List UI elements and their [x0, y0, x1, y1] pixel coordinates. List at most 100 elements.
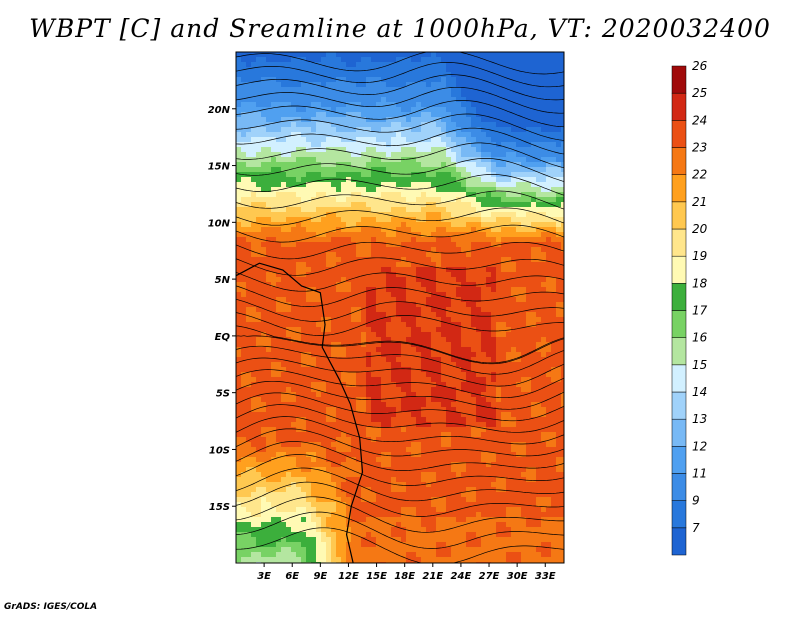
y-tick-label: 10N [208, 218, 231, 229]
streamline [236, 298, 564, 322]
y-tick-label: EQ [215, 332, 231, 343]
y-tick-label: 20N [208, 105, 231, 116]
colorbar-label: 26 [692, 59, 708, 73]
streamline [236, 241, 564, 260]
grads-credit: GrADS: IGES/COLA [4, 602, 98, 612]
streamline [236, 113, 564, 141]
streamline [236, 312, 564, 336]
streamline [236, 454, 564, 486]
streamline [236, 467, 564, 502]
x-tick-label: 18E [394, 571, 415, 582]
streamline [236, 127, 564, 155]
x-tick-label: 3E [257, 571, 271, 582]
colorbar-label: 11 [692, 467, 707, 481]
streamline [236, 190, 564, 210]
streamline [236, 74, 564, 101]
colorbar-label: 23 [692, 141, 707, 155]
x-tick-label: 33E [535, 571, 556, 582]
x-tick-label: 21E [422, 571, 443, 582]
colorbar-segment [671, 473, 687, 501]
colorbar-label: 9 [692, 494, 700, 508]
streamline [236, 357, 564, 387]
streamline [236, 99, 564, 128]
streamline [236, 428, 564, 457]
streamline [236, 62, 564, 88]
coastlines [236, 262, 364, 563]
colorbar-segment [671, 418, 687, 447]
colorbar-segment [671, 120, 687, 148]
colorbar-segment [671, 147, 687, 175]
y-tick-label: 10S [209, 445, 230, 456]
x-tick-label: 15E [366, 571, 387, 582]
streamline [236, 369, 564, 399]
colorbar-label: 7 [692, 521, 700, 535]
y-tick-label: 15N [208, 162, 231, 173]
y-axis: 20N 15N 10N 5N EQ 5S 10S 15S [208, 105, 236, 513]
colorbar-label: 19 [692, 249, 707, 263]
colorbar-segment [671, 228, 687, 257]
colorbar-segment [671, 283, 687, 311]
x-tick-label: 9E [313, 571, 327, 582]
colorbar-segment [671, 364, 687, 393]
colorbar-segment [671, 201, 687, 230]
streamline [236, 257, 564, 276]
streamline [236, 86, 564, 114]
colorbar-label: 17 [692, 304, 708, 318]
colorbar-label: 22 [692, 168, 707, 182]
streamline [236, 271, 564, 292]
streamline [236, 392, 564, 422]
x-tick-label: 6E [285, 571, 299, 582]
colorbar-segment [671, 446, 687, 474]
streamline [236, 416, 564, 445]
colorbar-label: 13 [692, 412, 707, 426]
chart-title: WBPT [C] and Sreamline at 1000hPa, VT: 2… [29, 14, 771, 43]
streamline [236, 404, 564, 433]
streamline [236, 174, 564, 196]
streamline [236, 527, 564, 563]
colorbar-label: 25 [692, 86, 707, 100]
colorbar-segment [671, 65, 687, 94]
streamline [236, 224, 564, 243]
colorbar-segment [671, 527, 687, 556]
map-frame [235, 51, 565, 564]
colorbar-label: 20 [692, 222, 708, 236]
y-tick-label: 5N [215, 275, 231, 286]
colorbar-label: 14 [692, 385, 707, 399]
colorbar-segment [671, 500, 687, 529]
streamline [236, 207, 564, 226]
streamline [236, 511, 564, 549]
x-tick-label: 27E [479, 571, 500, 582]
wbpt-field [236, 52, 564, 563]
y-tick-label: 5S [216, 389, 230, 400]
colorbar-label: 18 [692, 276, 708, 290]
streamline [236, 158, 564, 182]
streamline [236, 481, 564, 517]
x-tick-label: 30E [507, 571, 528, 582]
colorbar-segment [671, 255, 687, 284]
colorbar-segment [671, 337, 687, 366]
colorbar-segment [671, 310, 687, 338]
streamline [236, 325, 564, 364]
streamline [236, 345, 564, 375]
colorbar-segment [671, 174, 687, 203]
streamline [236, 142, 564, 169]
x-tick-label: 24E [451, 571, 472, 582]
streamline [236, 441, 564, 471]
streamlines [236, 52, 564, 563]
colorbar-label: 16 [692, 331, 708, 345]
colorbar-segment [671, 391, 687, 420]
colorbar-label: 15 [692, 358, 707, 372]
colorbar: 7 9 11 12 13 14 15 16 17 18 19 20 21 22 23 24 25 26 [671, 59, 708, 556]
x-tick-label: 12E [338, 571, 359, 582]
streamline [236, 335, 564, 365]
streamline [236, 52, 564, 75]
streamline [236, 496, 564, 533]
x-axis: 3E 6E 9E 12E 15E 18E 21E 24E 27E 30E 33E [257, 563, 556, 582]
y-tick-label: 15S [209, 502, 230, 513]
streamline [236, 285, 564, 307]
colorbar-label: 21 [692, 195, 707, 209]
coastline [236, 262, 364, 563]
colorbar-segment [671, 92, 687, 121]
map-panel [236, 52, 564, 563]
